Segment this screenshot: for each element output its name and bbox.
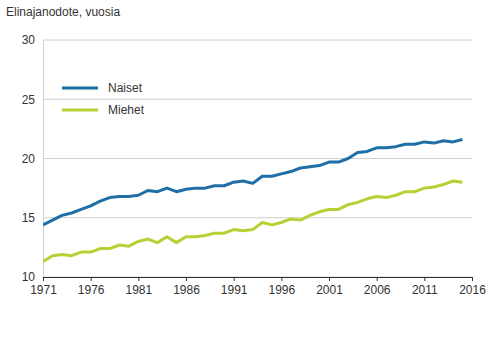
legend-label: Naiset [108,81,143,95]
x-tick: 1976 [78,277,105,297]
x-tick-mark [186,277,187,281]
x-tick-mark [424,277,425,281]
plot-area [43,140,462,262]
x-tick-mark [91,277,92,281]
x-tick-label: 2011 [412,283,438,297]
y-tick-label: 25 [22,93,36,107]
x-tick: 1981 [125,277,152,297]
x-tick: 2001 [316,277,343,297]
y-tick: 25 [22,93,43,107]
grid-line [43,217,472,218]
y-tick-label: 15 [22,211,36,225]
x-tick-label: 1991 [221,283,248,297]
x-tick-mark [472,277,473,281]
grid-line [43,99,472,100]
y-axis: 1015202530 [22,33,44,284]
legend-swatch [62,87,98,90]
x-tick: 1971 [30,277,57,297]
y-axis-title: Elinajanodote, vuosia [6,5,120,19]
legend-label: Miehet [108,103,145,117]
x-tick: 2006 [364,277,391,297]
y-tick-label: 20 [22,152,36,166]
legend: Naiset Miehet [62,81,145,117]
x-tick-label: 1981 [125,283,152,297]
grid [43,40,472,277]
x-tick: 1986 [173,277,200,297]
x-tick-mark [377,277,378,281]
x-tick-label: 1986 [173,283,200,297]
y-tick-label: 30 [22,33,36,47]
x-tick: 1991 [221,277,248,297]
x-tick-mark [234,277,235,281]
y-axis-line [43,41,44,278]
x-tick-mark [43,277,44,281]
x-tick-label: 1971 [30,283,57,297]
x-tick: 2011 [412,277,438,297]
x-tick-label: 2016 [459,283,486,297]
y-tick: 20 [22,152,43,166]
chart-svg: 1015202530197119761981198619911996200120… [0,0,492,339]
x-tick: 1996 [268,277,295,297]
x-tick-mark [138,277,139,281]
grid-line [43,158,472,159]
y-tick: 15 [22,211,43,225]
x-tick-label: 1976 [78,283,105,297]
series-line [43,140,462,225]
series-line [43,181,462,262]
chart-container: 1015202530197119761981198619911996200120… [0,0,492,339]
x-tick-mark [329,277,330,281]
x-tick-label: 1996 [268,283,295,297]
x-tick: 2016 [459,277,486,297]
x-tick-label: 2001 [316,283,343,297]
x-tick-label: 2006 [364,283,391,297]
x-tick-mark [281,277,282,281]
legend-swatch [62,109,98,112]
x-axis-line [44,278,473,282]
y-tick: 30 [22,33,43,47]
x-axis: 1971 1976 1981 1986 1991 1996 2001 2006 2011 2016 [30,277,486,297]
grid-line [43,40,472,41]
